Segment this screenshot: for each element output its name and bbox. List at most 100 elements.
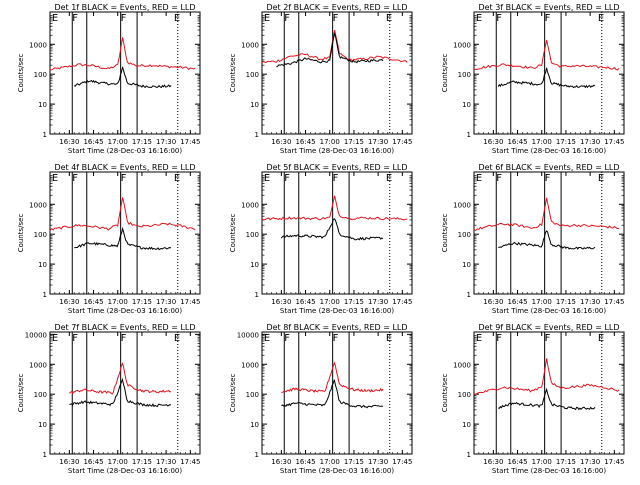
plot-frame: [473, 331, 625, 455]
x-tick-label: 16:30: [59, 138, 79, 146]
region-letter: E: [174, 13, 180, 24]
x-tick-label: 16:45: [83, 298, 103, 306]
x-tick-label: 16:30: [59, 298, 79, 306]
region-letter: E: [598, 173, 604, 184]
series-line-lld: [281, 361, 384, 394]
plot-frame: [261, 11, 413, 135]
x-tick-label: 16:45: [83, 138, 103, 146]
region-letter: E: [174, 173, 180, 184]
y-tick-label: 1000: [453, 41, 471, 49]
region-letter: F: [496, 333, 502, 344]
region-letter: E: [476, 13, 482, 24]
plot-frame: [261, 171, 413, 295]
x-tick-label: 16:45: [507, 298, 527, 306]
series-line-events: [73, 66, 172, 89]
region-letter: F: [545, 173, 551, 184]
region-letter: E: [174, 333, 180, 344]
plot-title: Det 5f BLACK = Events, RED = LLD: [266, 163, 407, 172]
subplot-9: Det 9f BLACK = Events, RED = LLD 1 10 100 10…: [441, 323, 625, 475]
x-tick-label: 17:45: [604, 298, 624, 306]
series-line-lld: [473, 358, 620, 395]
x-axis-label: Start Time (28-Dec-03 16:16:00): [68, 307, 182, 315]
x-tick-label: 17:15: [556, 138, 576, 146]
y-tick-label: 1000: [241, 201, 259, 209]
x-tick-label: 17:45: [392, 298, 412, 306]
series-line-events: [69, 377, 172, 408]
x-tick-label: 16:30: [271, 298, 291, 306]
series-line-lld: [69, 362, 172, 395]
plot-title: Det 2f BLACK = Events, RED = LLD: [266, 3, 407, 12]
x-tick-label: 16:30: [271, 138, 291, 146]
y-tick-label: 1000: [453, 201, 471, 209]
series-line-events: [498, 387, 596, 411]
y-tick-label: 10: [38, 261, 47, 269]
region-letter: E: [386, 333, 392, 344]
y-tick-label: 1: [467, 291, 471, 299]
x-tick-label: 16:45: [507, 458, 527, 466]
region-letter: E: [386, 13, 392, 24]
region-letter: F: [333, 173, 339, 184]
x-tick-label: 17:45: [392, 458, 412, 466]
y-axis-label: Counts/sec: [17, 374, 25, 413]
series-line-lld: [49, 37, 196, 71]
x-tick-label: 17:00: [320, 138, 340, 146]
x-tick-label: 16:45: [295, 138, 315, 146]
region-letter: E: [386, 173, 392, 184]
x-tick-label: 17:00: [532, 458, 552, 466]
subplot-3: Det 3f BLACK = Events, RED = LLD 1 10 100 10…: [441, 3, 625, 155]
x-tick-label: 17:15: [344, 458, 364, 466]
x-tick-label: 17:15: [556, 298, 576, 306]
x-tick-label: 17:30: [580, 298, 600, 306]
plot-title: Det 3f BLACK = Events, RED = LLD: [478, 3, 619, 12]
subplot-2: Det 2f BLACK = Events, RED = LLD 1 10 100 10…: [229, 3, 413, 155]
x-tick-label: 17:00: [320, 298, 340, 306]
x-tick-label: 16:30: [59, 458, 79, 466]
y-tick-label: 10: [250, 101, 259, 109]
subplot-6: Det 6f BLACK = Events, RED = LLD 1 10 100 10…: [441, 163, 625, 315]
x-tick-label: 17:00: [108, 138, 128, 146]
region-letter: F: [496, 13, 502, 24]
series-line-lld: [261, 195, 408, 221]
y-tick-label: 1000: [241, 361, 259, 369]
x-tick-label: 17:45: [180, 138, 200, 146]
x-tick-label: 17:45: [180, 298, 200, 306]
x-tick-label: 16:45: [295, 298, 315, 306]
x-tick-label: 17:15: [132, 138, 152, 146]
region-letter: E: [52, 333, 58, 344]
y-tick-label: 1: [43, 291, 47, 299]
plot-title: Det 8f BLACK = Events, RED = LLD: [266, 323, 407, 332]
x-tick-label: 17:00: [532, 298, 552, 306]
plot-frame: [473, 11, 625, 135]
series-line-events: [281, 379, 384, 409]
series-line-lld: [261, 29, 408, 64]
y-tick-label: 100: [246, 391, 259, 399]
x-tick-label: 17:00: [320, 458, 340, 466]
x-tick-label: 17:30: [156, 138, 176, 146]
plot-title: Det 9f BLACK = Events, RED = LLD: [478, 323, 619, 332]
y-axis-label: Counts/sec: [441, 54, 449, 93]
plot-frame: [49, 331, 201, 455]
y-axis-label: Counts/sec: [441, 374, 449, 413]
y-tick-label: 10000: [237, 331, 259, 339]
x-tick-label: 17:15: [132, 298, 152, 306]
x-tick-label: 17:15: [132, 458, 152, 466]
subplot-1: Det 1f BLACK = Events, RED = LLD 1 10 100 10…: [17, 3, 201, 155]
x-tick-label: 17:30: [368, 458, 388, 466]
y-tick-label: 1000: [29, 361, 47, 369]
series-line-lld: [473, 39, 620, 71]
plot-title: Det 4f BLACK = Events, RED = LLD: [54, 163, 195, 172]
x-tick-label: 16:30: [483, 298, 503, 306]
x-axis-label: Start Time (28-Dec-03 16:16:00): [68, 467, 182, 475]
y-tick-label: 100: [246, 71, 259, 79]
x-axis-label: Start Time (28-Dec-03 16:16:00): [492, 147, 606, 155]
x-axis-label: Start Time (28-Dec-03 16:16:00): [68, 147, 182, 155]
x-tick-label: 17:45: [180, 458, 200, 466]
y-tick-label: 10: [462, 421, 471, 429]
x-axis-label: Start Time (28-Dec-03 16:16:00): [492, 307, 606, 315]
plot-title: Det 6f BLACK = Events, RED = LLD: [478, 163, 619, 172]
plot-frame: [49, 171, 201, 295]
y-tick-label: 100: [34, 231, 47, 239]
y-tick-label: 100: [458, 71, 471, 79]
x-axis-label: Start Time (28-Dec-03 16:16:00): [280, 467, 394, 475]
